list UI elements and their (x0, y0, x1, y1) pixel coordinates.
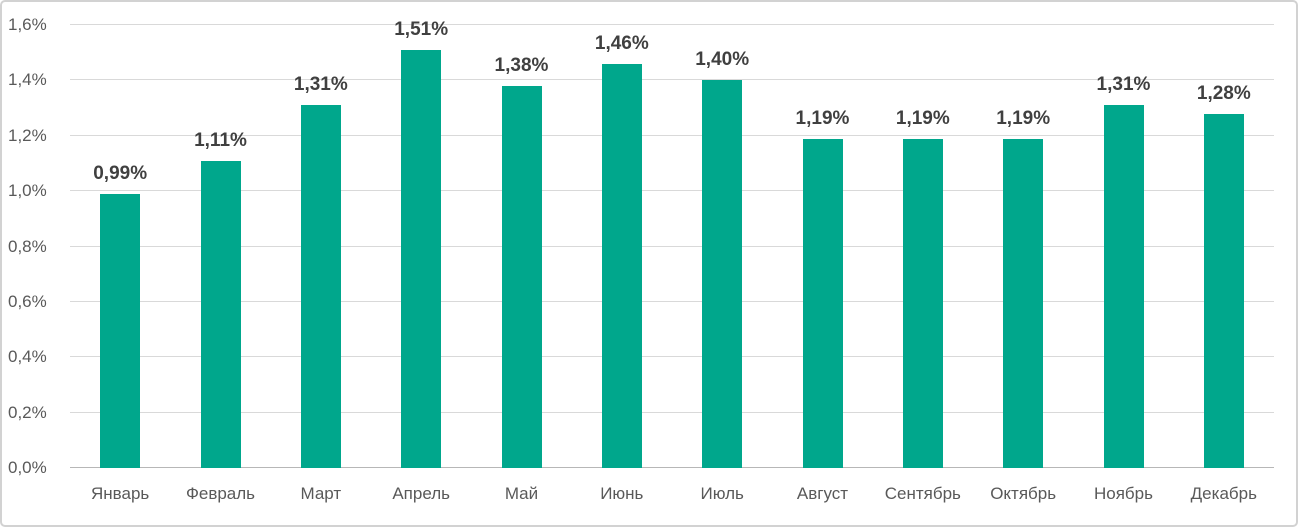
y-tick-label: 0,6% (8, 291, 47, 311)
bar-value-label: 1,46% (594, 32, 649, 54)
bar (601, 63, 642, 468)
bar (902, 138, 943, 468)
bar (1003, 138, 1044, 468)
x-tick-label: Апрель (392, 484, 450, 503)
y-tick-label: 1,4% (8, 70, 47, 90)
bar-value-label: 1,19% (895, 107, 950, 129)
y-tick-label: 1,2% (8, 125, 47, 145)
y-tick-label: 1,6% (8, 15, 47, 34)
y-tick-label: 0,2% (8, 402, 47, 422)
y-tick-label: 0,8% (8, 236, 47, 256)
gridline (70, 245, 1274, 247)
bar (200, 160, 241, 468)
x-tick-label: Май (504, 484, 539, 503)
x-tick-label: Январь (91, 484, 150, 503)
gridline (70, 411, 1274, 413)
x-tick-label: Июль (700, 484, 744, 503)
bar (300, 105, 341, 468)
bar (802, 138, 843, 468)
x-tick-label: Август (796, 484, 849, 503)
gridline (70, 134, 1274, 136)
x-tick-label: Ноябрь (1093, 484, 1153, 503)
x-axis-line (70, 467, 1274, 468)
bar-value-label: 1,28% (1196, 82, 1251, 104)
bar-value-label: 1,31% (1096, 74, 1151, 96)
x-tick-label: Июнь (600, 484, 644, 503)
plot-area: 0,99% 1,11% 1,31% 1,51% 1,38% 1,46% 1,40% 1,19%… (70, 19, 1274, 468)
x-tick-label: Октябрь (990, 484, 1057, 503)
bar (401, 49, 442, 468)
y-tick-label: 1,0% (8, 181, 47, 201)
bar (702, 80, 743, 468)
gridline (70, 24, 1274, 25)
bar-value-label: 1,11% (194, 129, 247, 151)
bar-value-label: 1,31% (293, 74, 348, 96)
bar (501, 85, 542, 468)
gridline (70, 300, 1274, 302)
bar (1203, 113, 1244, 468)
y-tick-label: 0,4% (8, 347, 47, 367)
y-tick-label: 0,0% (8, 458, 47, 477)
bar-value-label: 0,99% (93, 162, 148, 184)
x-tick-label: Сентябрь (884, 484, 961, 503)
bar-value-label: 1,51% (394, 18, 449, 40)
bar-value-label: 1,38% (494, 54, 549, 76)
bar-value-label: 1,40% (695, 49, 750, 71)
x-tick-label: Февраль (185, 484, 256, 503)
bar-value-label: 1,19% (795, 107, 850, 129)
gridline (70, 79, 1274, 81)
bar (1103, 105, 1144, 468)
gridline (70, 190, 1274, 192)
gridline (70, 356, 1274, 358)
x-tick-label: Декабрь (1190, 484, 1257, 503)
x-tick-label: Март (300, 484, 342, 503)
bar-value-label: 1,19% (996, 107, 1051, 129)
bar (100, 193, 141, 468)
